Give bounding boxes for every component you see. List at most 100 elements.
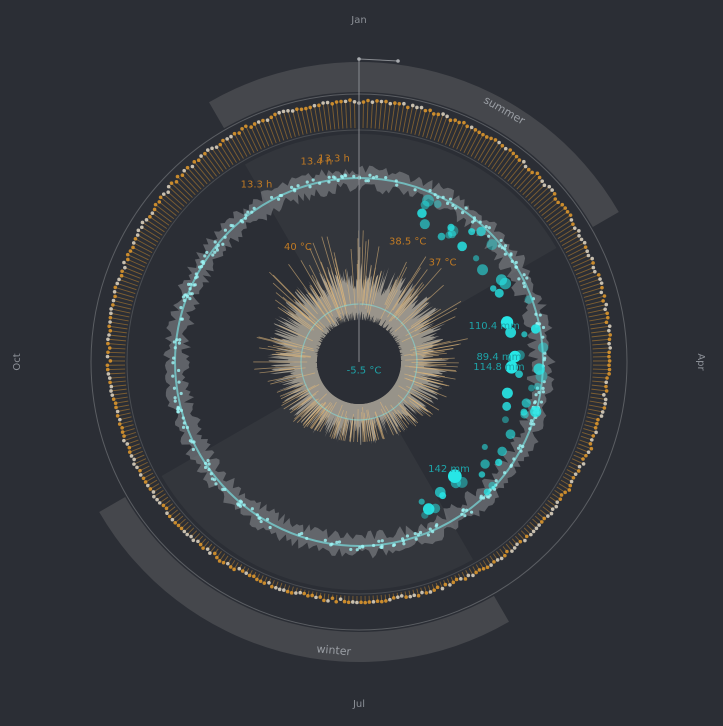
temperature-spike (287, 311, 315, 331)
temperature-spike (333, 421, 340, 439)
daylight-point (577, 464, 582, 469)
rainfall-point-small (246, 210, 250, 214)
temperature-spike (273, 345, 300, 351)
daylight-tick (111, 384, 127, 388)
rainfall-point (524, 295, 534, 304)
daylight-tick (167, 191, 185, 207)
daylight-tick (250, 126, 262, 150)
rainfall-point-small (472, 216, 477, 220)
daylight-point (298, 590, 302, 595)
daylight-tick (484, 142, 500, 165)
rainfall-point-small (431, 530, 435, 534)
daylight-point (262, 581, 267, 585)
temperature-spike (379, 401, 398, 435)
rainfall-point-small (337, 540, 342, 544)
temperature-spike (306, 402, 327, 427)
daylight-point (110, 393, 115, 397)
daylight-tick (133, 242, 153, 254)
daylight-tick (589, 400, 606, 405)
daylight-point (605, 311, 609, 316)
daylight-point (589, 446, 594, 451)
daylight-tick (580, 278, 601, 287)
daylight-point (129, 454, 134, 458)
daylight-tick (309, 107, 316, 133)
daylight-tick (378, 101, 382, 129)
rainfall-point-peak (509, 350, 521, 363)
daylight-point (591, 434, 596, 438)
rainfall-point (483, 488, 491, 496)
daylight-point (189, 534, 193, 539)
daylight-point (132, 457, 136, 462)
rainfall-point-small (203, 465, 208, 470)
temperature-spike (400, 284, 444, 325)
rainfall-point (476, 226, 486, 237)
rainfall-point (420, 200, 430, 210)
temperature-spike (321, 236, 344, 308)
rainfall-point-small (394, 179, 398, 183)
daylight-tick (193, 161, 211, 182)
rainfall-point-small (341, 175, 345, 180)
temperature-spike (291, 390, 319, 411)
daylight-point (274, 585, 278, 590)
daylight-tick (345, 101, 348, 129)
temperature-spike (405, 358, 443, 361)
daylight-tick (216, 146, 231, 168)
rainfall-point-small (242, 503, 246, 507)
rainfall-point-small (207, 467, 211, 472)
rainfall-point-small (509, 464, 513, 468)
temperature-spike (385, 261, 407, 306)
daylight-tick (390, 103, 396, 131)
daylight-tick (176, 181, 193, 198)
daylight-tick (168, 186, 188, 204)
season-band-summer (209, 62, 619, 228)
rainfall-point (477, 264, 489, 276)
daylight-point (412, 593, 417, 598)
rainfall-point-small (250, 210, 254, 214)
daylight-point (493, 138, 498, 142)
daylight-point (255, 577, 259, 582)
daylight-point (180, 173, 185, 178)
rainfall-point-small (541, 335, 545, 339)
daylight-tick (117, 412, 131, 417)
daylight-tick (110, 312, 130, 318)
daylight-point (108, 315, 113, 320)
daylight-tick (115, 404, 130, 408)
daylight-point (599, 290, 604, 295)
daylight-point (408, 594, 413, 599)
daylight-point (229, 134, 233, 139)
daylight-tick (474, 136, 488, 159)
temperature-spike (329, 404, 343, 437)
rainfall-point-small (478, 220, 482, 224)
rainfall-point-small (392, 543, 397, 547)
rainfall-point-small (366, 179, 370, 183)
daylight-tick (163, 193, 182, 210)
daylight-point (529, 532, 533, 537)
rainfall-point-small (221, 242, 225, 246)
daylight-point (167, 514, 172, 519)
daylight-tick (584, 295, 605, 302)
daylight-point (109, 307, 113, 311)
rainfall-point-small (206, 458, 210, 463)
daylight-tick (592, 376, 608, 379)
daylight-tick (414, 107, 422, 135)
temperature-spike (393, 282, 423, 319)
daylight-point (113, 294, 117, 299)
temperature-spike (334, 409, 344, 439)
temperature-spike (342, 419, 348, 441)
daylight-tick (115, 286, 136, 294)
temperature-spike (421, 343, 461, 352)
daylight-tick (109, 321, 129, 326)
daylight-point (108, 359, 113, 363)
daylight-tick (340, 101, 344, 129)
daylight-tick (429, 114, 439, 140)
daylight-tick (327, 102, 332, 130)
daylight-point (469, 125, 474, 130)
daylight-tick (585, 420, 598, 425)
daylight-tick (322, 102, 328, 131)
daylight-point (306, 594, 310, 598)
rainfall-point-small (205, 250, 209, 255)
daylight-point (559, 493, 564, 497)
daylight-point (599, 414, 604, 418)
rainfall-point-small (400, 537, 405, 541)
